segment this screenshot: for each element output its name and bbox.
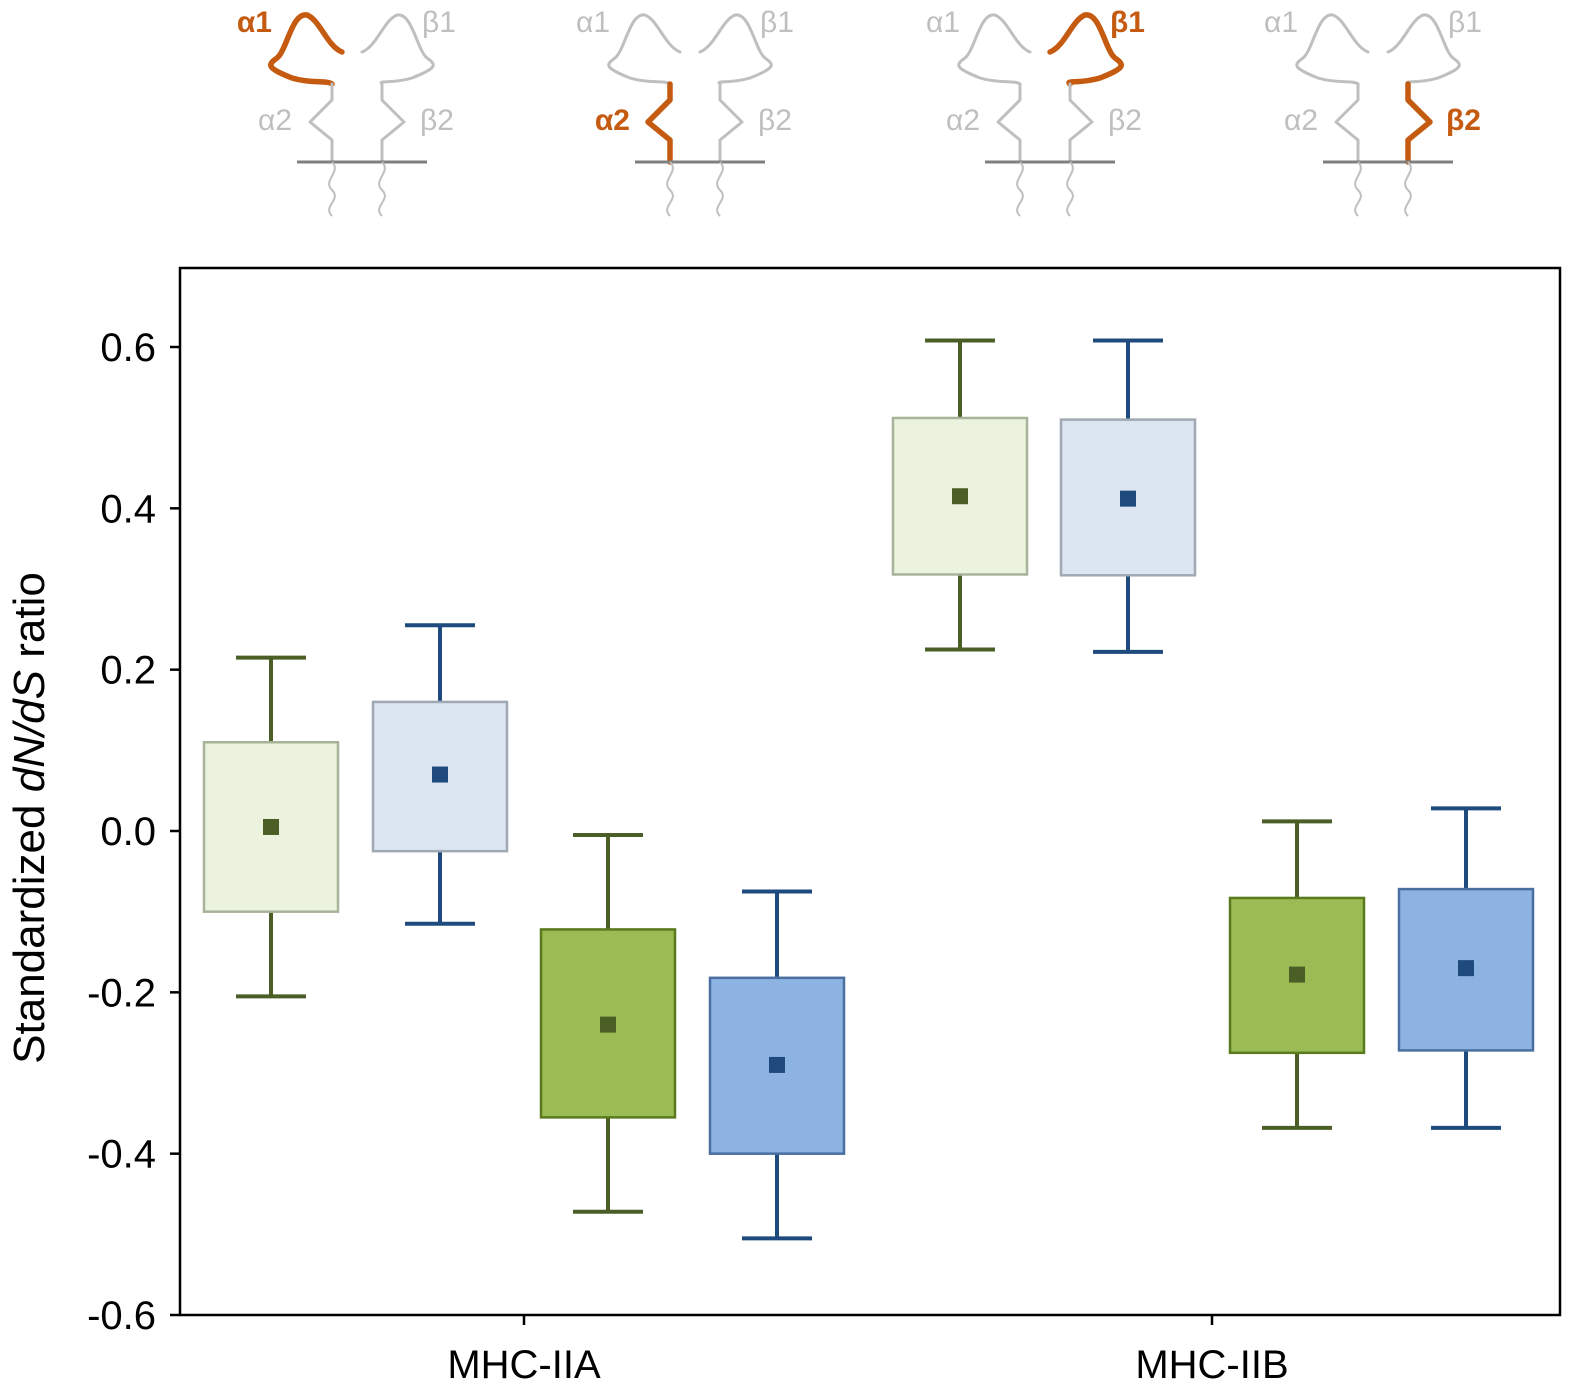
tail-beta (716, 161, 724, 217)
box-β2-mhc-iia (708, 889, 846, 1241)
y-tick-label: -0.6 (87, 1294, 156, 1338)
icon-label-β1: β1 (1448, 6, 1482, 39)
y-axis-title-prefix: Standardized (5, 792, 54, 1064)
domain-beta1 (1047, 12, 1124, 87)
domain-alpha1 (1295, 13, 1370, 86)
tail-alpha (1016, 161, 1024, 217)
domain-beta1 (1386, 13, 1461, 86)
box-α2-mhc-iib (1228, 819, 1366, 1130)
icon-β1: α1 β1 α2 β2 (926, 6, 1145, 217)
y-axis-title: Standardized dN/dS ratio (5, 572, 54, 1064)
icon-α1: α1 β1 α2 β2 (237, 6, 456, 217)
y-tick-label: 0.4 (100, 487, 156, 531)
y-tick-label: -0.2 (87, 971, 156, 1015)
icon-label-β2: β2 (758, 104, 792, 137)
box-β2-mhc-iib (1397, 806, 1535, 1130)
y-axis-title-italic: dN/dS (5, 670, 54, 792)
icon-label-β1: β1 (422, 6, 456, 39)
icon-label-α2: α2 (258, 104, 292, 137)
box-β1-mhc-iia (371, 623, 509, 926)
domain-alpha2 (996, 82, 1022, 164)
tail-alpha (666, 161, 674, 217)
icon-label-α1: α1 (237, 6, 272, 39)
mean-marker (263, 818, 279, 835)
box-β1-mhc-iib (1059, 338, 1197, 654)
tail-alpha (1354, 161, 1362, 217)
domain-beta2 (718, 82, 744, 164)
box-α2-mhc-iia (539, 833, 677, 1214)
box-α1-mhc-iib (891, 338, 1029, 652)
x-axis: MHC-IIA MHC-IIB (447, 1315, 1289, 1387)
y-tick-label: -0.4 (87, 1133, 156, 1177)
tail-beta (1066, 161, 1074, 217)
tail-beta (1404, 161, 1412, 217)
x-tick-label-mhc-iia: MHC-IIA (447, 1343, 601, 1387)
domain-alpha1 (957, 13, 1032, 86)
domain-alpha1 (268, 12, 345, 87)
mean-marker (1120, 490, 1136, 507)
tail-alpha (328, 161, 336, 217)
domain-beta2 (1068, 82, 1094, 164)
domain-alpha2 (308, 82, 334, 164)
icon-label-α2: α2 (946, 104, 980, 137)
domain-legend-icons: α1 β1 α2 β2 α1 β1 α2 β2 α1 β1 α2 β2 α1 β1 α2 β2 (237, 6, 1482, 217)
icon-label-α1: α1 (1264, 6, 1298, 39)
icon-label-α2: α2 (595, 104, 630, 137)
domain-alpha2 (1334, 82, 1360, 164)
mean-marker (600, 1016, 616, 1033)
icon-α2: α1 β1 α2 β2 (576, 6, 794, 217)
domain-alpha2 (645, 81, 673, 165)
domain-alpha1 (607, 13, 682, 86)
icon-label-α1: α1 (926, 6, 960, 39)
x-tick-label-mhc-iib: MHC-IIB (1135, 1343, 1288, 1387)
icon-label-β1: β1 (1110, 6, 1145, 39)
mean-marker (1458, 960, 1474, 977)
domain-beta1 (698, 13, 773, 86)
y-tick-label: 0.0 (100, 810, 156, 854)
y-tick-label: 0.6 (100, 326, 156, 370)
domain-beta2 (1405, 81, 1433, 165)
domain-beta1 (360, 13, 435, 86)
box-body (708, 976, 846, 1155)
mean-marker (432, 766, 448, 783)
tail-beta (378, 161, 386, 217)
y-tick-label: 0.2 (100, 649, 156, 693)
box-series (202, 338, 1535, 1241)
icon-label-β2: β2 (1446, 104, 1481, 137)
mean-marker (769, 1056, 785, 1073)
icon-label-β1: β1 (760, 6, 794, 39)
y-axis: -0.6 -0.4 -0.2 0.0 0.2 0.4 0.6 (87, 326, 180, 1338)
icon-label-α2: α2 (1284, 104, 1318, 137)
box-α1-mhc-iia (202, 655, 340, 999)
icon-label-β2: β2 (420, 104, 454, 137)
icon-label-β2: β2 (1108, 104, 1142, 137)
domain-beta2 (380, 82, 406, 164)
icon-label-α1: α1 (576, 6, 610, 39)
mean-marker (952, 488, 968, 505)
plot-frame (178, 266, 1562, 1317)
y-axis-title-suffix: ratio (5, 572, 54, 670)
mean-marker (1289, 966, 1305, 983)
icon-β2: α1 β1 α2 β2 (1264, 6, 1482, 217)
